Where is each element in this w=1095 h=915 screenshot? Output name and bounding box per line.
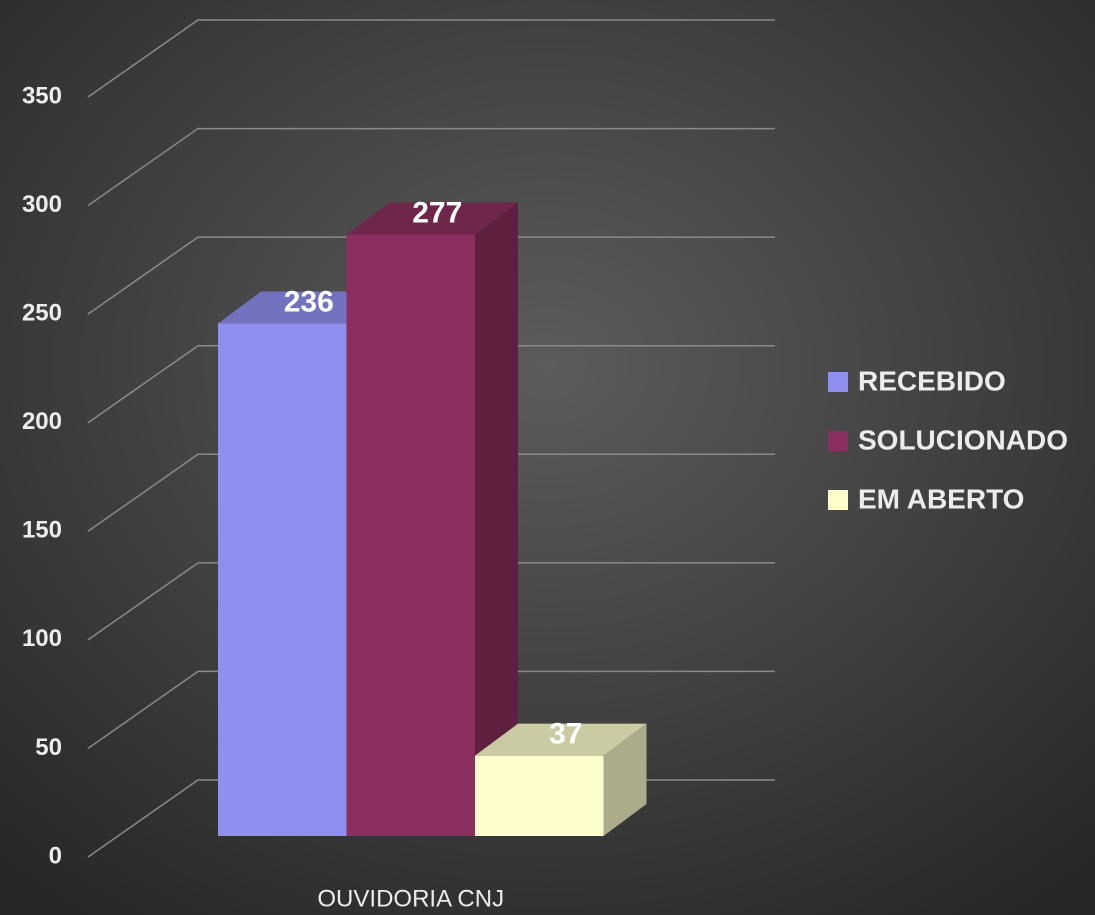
legend-swatch — [828, 490, 848, 510]
legend-label: EM ABERTO — [858, 483, 1024, 514]
y-tick-label: 200 — [22, 408, 62, 435]
bar-side — [603, 723, 647, 836]
legend-swatch — [828, 372, 848, 392]
y-tick-label: 50 — [35, 734, 62, 761]
data-label: 277 — [412, 196, 462, 229]
bar — [218, 323, 347, 836]
legend-label: RECEBIDO — [858, 365, 1006, 396]
data-label: 37 — [549, 718, 582, 751]
bar-top — [346, 202, 518, 235]
grid-line — [87, 236, 775, 315]
y-tick-label: 300 — [22, 191, 62, 218]
legend-label: SOLUCIONADO — [858, 424, 1068, 455]
grid-line — [87, 670, 775, 750]
grid-line — [87, 344, 775, 424]
y-tick-label: 0 — [49, 842, 62, 869]
bar-top — [475, 723, 647, 756]
y-tick-label: 100 — [22, 625, 62, 652]
grid-line — [87, 453, 775, 532]
grid-line — [87, 127, 775, 207]
y-tick-label: 250 — [22, 299, 62, 326]
bar — [346, 234, 475, 836]
data-label: 236 — [284, 285, 334, 318]
grid-line — [87, 19, 775, 98]
y-tick-label: 350 — [22, 82, 62, 109]
bar-side — [475, 202, 518, 836]
y-tick-label: 150 — [22, 517, 62, 544]
x-tick-label: OUVIDORIA CNJ — [317, 885, 504, 912]
grid-line — [87, 562, 775, 641]
bar — [475, 755, 604, 836]
legend-swatch — [828, 431, 848, 451]
